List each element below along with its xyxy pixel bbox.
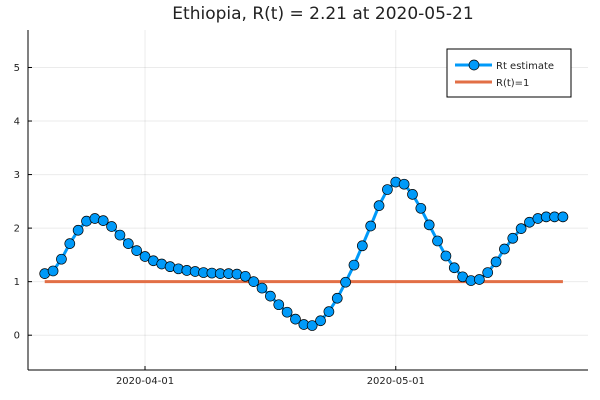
y-ticks: 0 1 2 3 4 5 <box>14 63 32 342</box>
rt-point <box>281 306 293 318</box>
rt-point <box>273 299 285 311</box>
rt-point <box>139 251 151 262</box>
rt-point <box>482 267 494 278</box>
rt-point <box>114 229 126 241</box>
y-tick-label: 3 <box>14 170 20 181</box>
rt-point <box>507 232 519 244</box>
legend-rt-marker <box>468 59 480 71</box>
rt-point <box>490 256 502 268</box>
rt-point <box>423 219 435 231</box>
rt-point <box>340 276 351 288</box>
y-tick-label: 4 <box>14 117 20 128</box>
rt-point <box>473 274 485 285</box>
rt-point <box>331 292 343 304</box>
rt-point <box>448 262 460 274</box>
x-tick-label: 2020-05-01 <box>367 376 425 387</box>
rt-point <box>440 250 452 262</box>
rt-point <box>248 276 260 288</box>
rt-point <box>290 313 301 325</box>
rt-point <box>56 253 67 265</box>
y-tick-label: 5 <box>14 63 20 74</box>
rt-point <box>407 189 418 200</box>
series <box>39 176 569 331</box>
y-tick-label: 2 <box>14 224 20 235</box>
rt-point <box>72 224 84 236</box>
y-tick-label: 1 <box>14 277 20 288</box>
rt-point <box>415 202 427 214</box>
rt-point <box>97 215 109 226</box>
x-tick-label: 2020-04-01 <box>116 376 174 387</box>
rt-point <box>356 240 368 252</box>
rt-point <box>122 238 134 249</box>
rt-point <box>515 223 527 234</box>
rt-point <box>47 265 59 277</box>
rt-point <box>315 315 326 327</box>
chart-title: Ethiopia, R(t) = 2.21 at 2020-05-21 <box>172 4 473 24</box>
rt-estimate-line <box>44 180 563 328</box>
y-tick-label: 0 <box>14 331 20 342</box>
x-ticks: 2020-04-01 2020-05-01 <box>116 366 425 387</box>
legend-rt-label: Rt estimate <box>496 61 554 72</box>
rt-point <box>432 235 443 247</box>
rt-point <box>64 238 76 249</box>
rt-point <box>348 259 360 271</box>
rt-point <box>239 270 251 282</box>
rt-point <box>306 320 318 331</box>
rt-point <box>382 184 393 195</box>
rt-point <box>323 306 335 317</box>
rt-point <box>398 178 410 190</box>
legend-threshold-label: R(t)=1 <box>496 78 529 89</box>
legend-box <box>446 48 572 98</box>
rt-point <box>373 200 385 211</box>
rt-point <box>557 211 569 223</box>
legend: Rt estimate R(t)=1 <box>446 48 572 98</box>
rt-point <box>499 243 510 255</box>
rt-point <box>365 220 377 232</box>
rt-point <box>265 290 276 302</box>
rt-point <box>256 282 268 294</box>
rt-point <box>106 221 117 232</box>
rt-point <box>131 245 143 256</box>
